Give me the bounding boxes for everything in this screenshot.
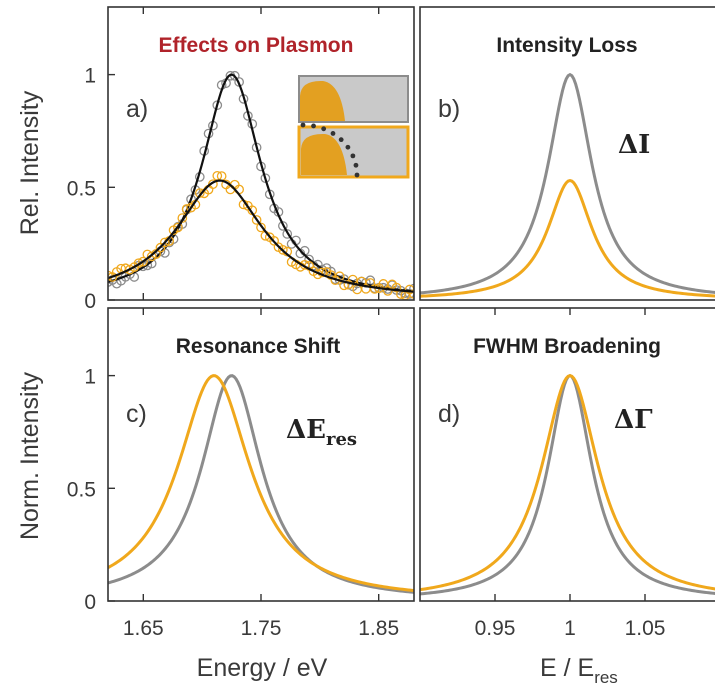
plot-area-b	[420, 72, 715, 298]
panel-label-a: a)	[126, 95, 148, 123]
panels: 0 0.5 1 Effects on Plasmon a) Intensity Loss b…	[67, 6, 715, 640]
y-tick-label-a: 1	[84, 65, 96, 88]
data-point-orange	[382, 286, 393, 296]
inset-top-particle	[300, 80, 345, 121]
y-tick-label-c: 0.5	[67, 478, 96, 501]
panel-a: 0 0.5 1 Effects on Plasmon a)	[67, 6, 415, 313]
data-point-orange	[278, 244, 288, 255]
inset-dye-molecule	[311, 123, 316, 129]
y-axis-label-bottom: Norm. Intensity	[16, 371, 44, 540]
inset-dye-molecule	[338, 137, 344, 143]
delta-annotation-sub: res	[326, 429, 357, 450]
panel-title-d: FWHM Broadening	[473, 335, 661, 358]
inset-bottom-particle	[301, 133, 347, 175]
y-tick-label-a: 0.5	[67, 177, 96, 200]
data-point-orange	[251, 215, 262, 225]
inset-dye-molecule	[350, 153, 356, 159]
inset-dye-molecule	[354, 172, 360, 178]
series-line-gray	[420, 373, 715, 596]
data-point-orange	[138, 256, 148, 267]
data-point-orange	[269, 235, 279, 246]
inset-dye-molecule	[330, 131, 336, 136]
data-point-orange	[391, 282, 402, 293]
y-axis-label-top: Rel. Intensity	[16, 90, 44, 235]
x-tick-label-d: 1.05	[625, 617, 666, 640]
series-line-gray	[420, 72, 715, 295]
x-axis-label-right: E / Eres	[540, 654, 618, 687]
inset-dye-molecule	[345, 144, 351, 150]
data-point-orange	[159, 237, 170, 248]
panel-d: 0.95 1 1.05 FWHM Broadening d) ΔΓ	[419, 307, 715, 640]
plot-area-d	[420, 373, 715, 596]
fit-line-orange	[108, 179, 414, 293]
x-tick-label-d: 0.95	[475, 617, 516, 640]
plot-area-c	[108, 374, 414, 594]
series-line-gray	[108, 374, 414, 594]
data-point-orange	[133, 258, 144, 269]
fit-line-gray	[108, 73, 414, 293]
panel-title-a: Effects on Plasmon	[159, 34, 354, 57]
data-point-gray	[278, 221, 288, 231]
inset-dye-molecule	[321, 126, 327, 132]
panel-c: 1.65 1.75 1.85 0 0.5 1 Resonance Shift c) ΔEres	[67, 307, 415, 640]
panel-label-c: c)	[126, 400, 147, 428]
x-axis-label-left: Energy / eV	[197, 654, 328, 682]
y-tick-label-c: 0	[84, 591, 96, 614]
data-point-gray	[282, 229, 293, 239]
panel-title-b: Intensity Loss	[496, 34, 637, 57]
panel-title-c: Resonance Shift	[176, 335, 341, 358]
data-point-orange	[256, 222, 266, 233]
delta-annotation-c: ΔEres	[286, 415, 357, 450]
x-tick-label-c: 1.75	[241, 617, 282, 640]
inset-dye-molecule	[353, 162, 359, 168]
series-line-orange	[420, 178, 715, 298]
x-tick-label-d: 1	[564, 617, 576, 640]
series-line-orange	[108, 374, 414, 593]
x-axis-label-right-sub: res	[594, 668, 618, 687]
y-tick-label-c: 1	[84, 366, 96, 389]
delta-annotation-d: ΔΓ	[614, 405, 653, 435]
delta-annotation-main: ΔE	[286, 415, 326, 445]
axes-frame-b	[419, 6, 715, 301]
panel-b: Intensity Loss b) ΔI	[419, 6, 715, 301]
inset-schematic	[297, 75, 410, 179]
delta-annotation-b: ΔI	[618, 130, 650, 160]
inset-dye-molecule	[300, 122, 306, 128]
x-tick-label-c: 1.85	[358, 617, 399, 640]
plot-area-a	[108, 70, 414, 300]
data-point-orange	[173, 222, 183, 233]
series-line-orange	[420, 374, 715, 592]
panel-label-b: b)	[438, 95, 460, 123]
x-axis-label-right-main: E / E	[540, 654, 594, 682]
panel-label-d: d)	[438, 400, 460, 428]
x-tick-label-c: 1.65	[123, 617, 164, 640]
y-tick-label-a: 0	[84, 290, 96, 313]
